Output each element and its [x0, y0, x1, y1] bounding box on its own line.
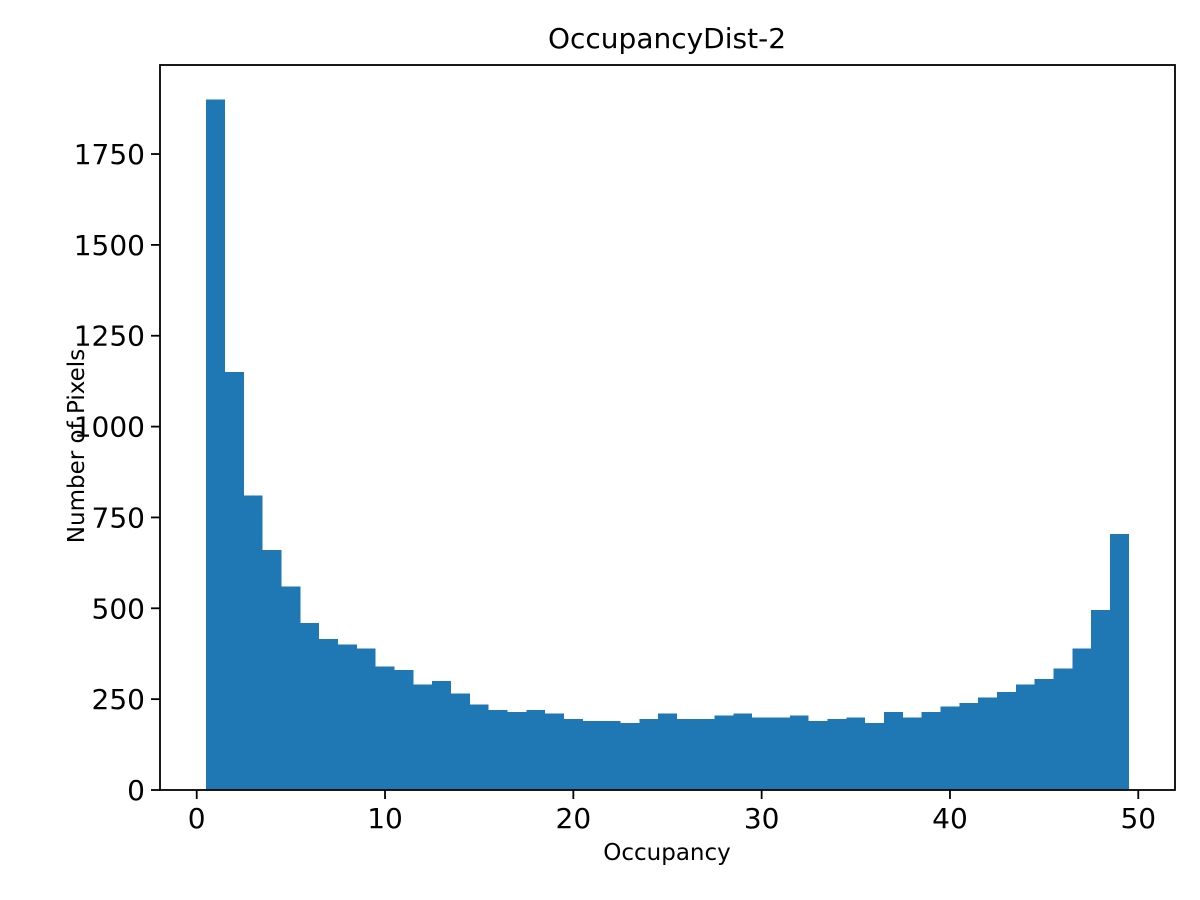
histogram-bar: [1091, 610, 1111, 790]
histogram-bar: [1053, 668, 1073, 790]
histogram-bar: [450, 693, 470, 790]
histogram-bar: [827, 719, 847, 790]
y-tick-label: 0: [127, 774, 145, 807]
histogram-bar: [243, 495, 263, 790]
x-tick-label: 0: [188, 802, 206, 835]
y-tick-label: 1250: [74, 320, 145, 353]
histogram-bar: [902, 717, 922, 790]
histogram-bar: [526, 710, 546, 790]
histogram-bar: [206, 99, 225, 790]
histogram-bar: [601, 720, 621, 790]
x-tick-label: 20: [556, 802, 592, 835]
histogram-bar: [733, 713, 753, 790]
histogram-bar: [884, 711, 903, 790]
histogram-bar: [337, 644, 357, 790]
histogram-bar: [789, 715, 809, 790]
histogram-bar: [300, 622, 320, 790]
x-tick-label: 10: [367, 802, 403, 835]
histogram-bar: [375, 666, 395, 790]
x-tick-label: 40: [932, 802, 968, 835]
histogram-bar: [658, 713, 677, 790]
histogram-bar: [262, 550, 282, 790]
histogram-bar: [978, 697, 998, 790]
histogram-bar: [921, 711, 941, 790]
histogram-bar: [639, 719, 659, 790]
histogram-bar: [413, 684, 433, 790]
histogram-bar: [1015, 684, 1035, 790]
histogram-bar: [714, 715, 734, 790]
histogram-bar: [620, 722, 640, 790]
y-tick-label: 750: [92, 501, 145, 534]
y-tick-label: 250: [92, 683, 145, 716]
y-tick-label: 1000: [74, 411, 145, 444]
y-tick-label: 1500: [74, 229, 145, 262]
y-axis-label: Number of Pixels: [64, 349, 90, 543]
chart-title: OccupancyDist-2: [548, 22, 786, 55]
x-tick-label: 50: [1120, 802, 1156, 835]
histogram-bar: [676, 719, 696, 790]
histogram-bar: [846, 717, 866, 790]
histogram-bar: [507, 711, 527, 790]
histogram-bar: [582, 720, 602, 790]
histogram-bar: [394, 670, 414, 790]
histogram-bar: [695, 719, 715, 790]
x-ticks: 0 10 20 30 40 50: [188, 790, 1156, 835]
histogram-bar: [319, 639, 338, 790]
histogram-bar: [488, 710, 508, 790]
histogram-bar: [771, 717, 790, 790]
histogram-bar: [808, 720, 828, 790]
plot-spines: [159, 64, 1176, 791]
x-tick-label: 30: [744, 802, 780, 835]
y-ticks: 0 250 500 750 1000 1250 1500 1750: [74, 138, 160, 807]
histogram-bar: [432, 680, 451, 790]
y-tick-label: 1750: [74, 138, 145, 171]
histogram-bar: [1034, 679, 1054, 790]
histogram-bar: [469, 704, 489, 790]
histogram-bar: [224, 372, 244, 790]
histogram-bar: [356, 648, 376, 790]
histogram-bar: [865, 722, 885, 790]
histogram-bar: [563, 719, 583, 790]
histogram-bar: [940, 706, 960, 790]
histogram-bar: [545, 713, 564, 790]
y-tick-label: 500: [92, 592, 145, 625]
histogram-bar: [1072, 648, 1092, 790]
histogram-bar: [1110, 533, 1129, 790]
x-axis-label: Occupancy: [603, 840, 731, 866]
histogram-bar: [281, 586, 301, 790]
histogram-bar: [959, 702, 979, 790]
histogram-bar: [752, 717, 772, 790]
bars-group: [206, 99, 1129, 790]
histogram-bar: [997, 691, 1016, 790]
